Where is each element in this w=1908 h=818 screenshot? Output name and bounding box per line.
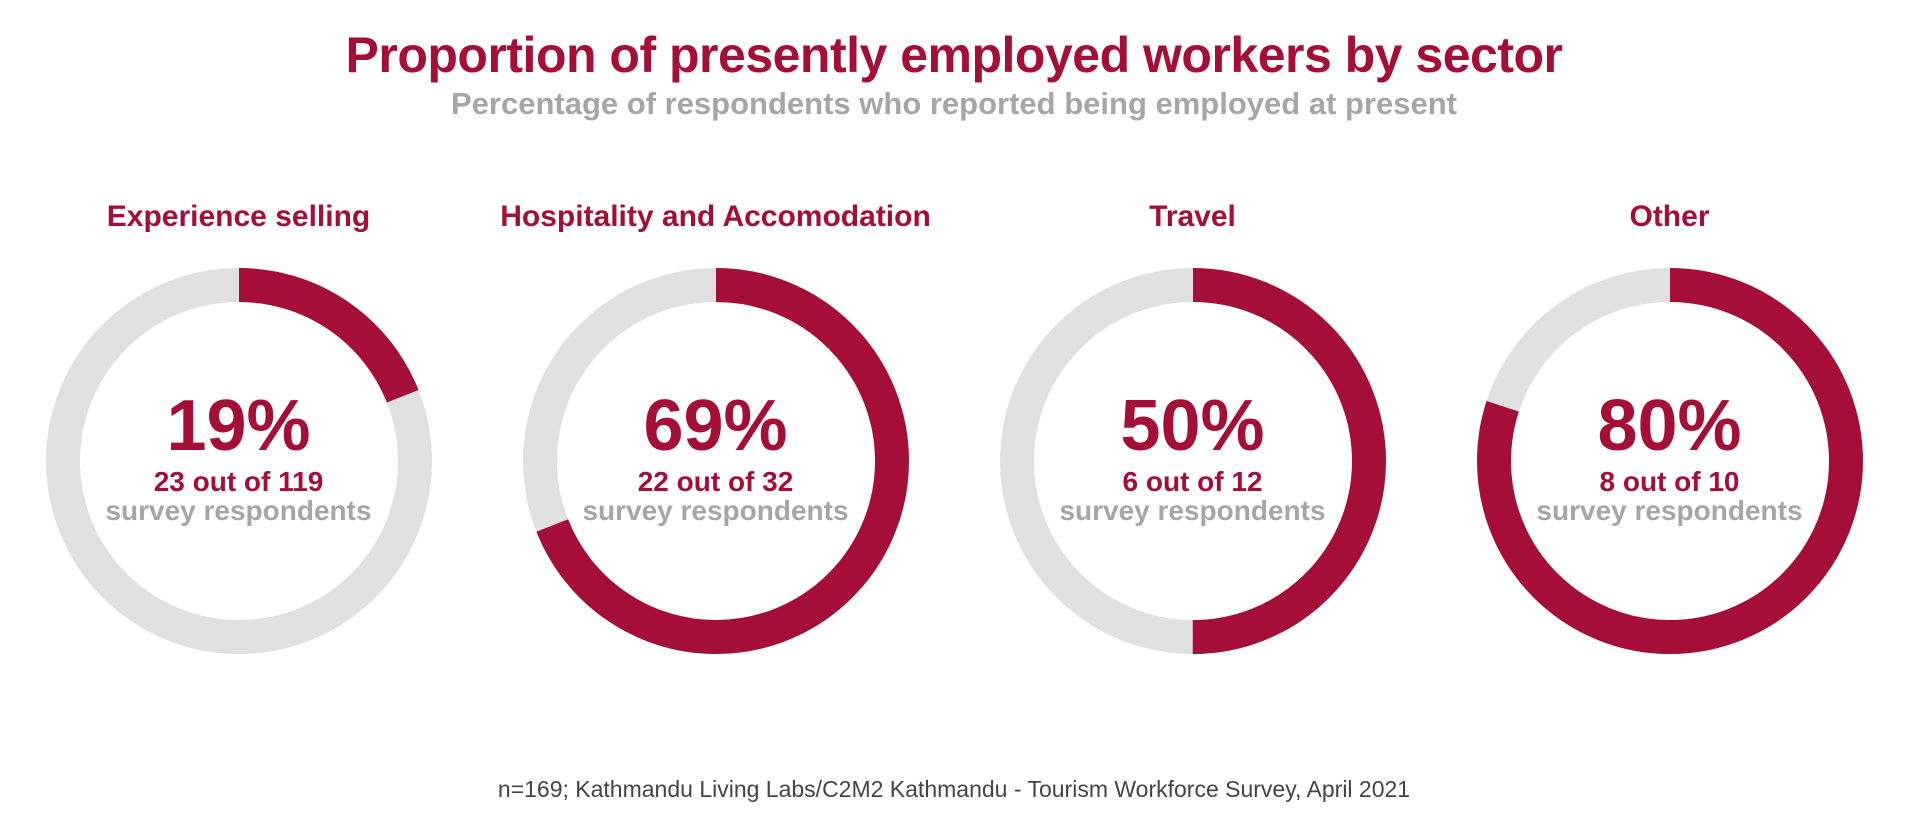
panel-label: Other: [1629, 200, 1710, 233]
donut-chart: [1477, 268, 1863, 654]
chart-title: Proportion of presently employed workers…: [345, 27, 1563, 83]
percent-label: 69%: [643, 386, 788, 466]
panel-other: Other 80% 8 out of 10 survey respondents: [1431, 200, 1908, 680]
donut-chart: [46, 268, 432, 654]
count-label: 8 out of 10: [1599, 466, 1740, 497]
respondents-label: survey respondents: [105, 495, 372, 526]
respondents-label: survey respondents: [582, 495, 849, 526]
percent-label: 80%: [1597, 386, 1742, 466]
panel-experience-selling: Experience selling 19% 23 out of 119 sur…: [0, 200, 477, 680]
respondents-label: survey respondents: [1536, 495, 1803, 526]
panel-label: Travel: [1149, 200, 1236, 233]
count-label: 6 out of 12: [1122, 466, 1263, 497]
donut-arc: [1477, 268, 1863, 654]
count-label: 22 out of 32: [637, 466, 794, 497]
panel-label: Experience selling: [106, 200, 371, 233]
source-note: n=169; Kathmandu Living Labs/C2M2 Kathma…: [497, 776, 1411, 802]
donut-arc: [46, 268, 432, 654]
donut-arc: [523, 268, 909, 654]
percent-label: 50%: [1120, 386, 1265, 466]
donut-arc: [1000, 268, 1386, 654]
percent-label: 19%: [166, 386, 311, 466]
respondents-label: survey respondents: [1059, 495, 1326, 526]
chart-subtitle: Percentage of respondents who reported b…: [451, 86, 1457, 121]
count-label: 23 out of 119: [153, 466, 324, 497]
donut-chart: [1000, 268, 1386, 654]
panel-hospitality: Hospitality and Accomodation 69% 22 out …: [477, 200, 954, 680]
donut-chart: [523, 268, 909, 654]
panel-travel: Travel 50% 6 out of 12 survey respondent…: [954, 200, 1431, 680]
panel-label: Hospitality and Accomodation: [500, 200, 931, 233]
